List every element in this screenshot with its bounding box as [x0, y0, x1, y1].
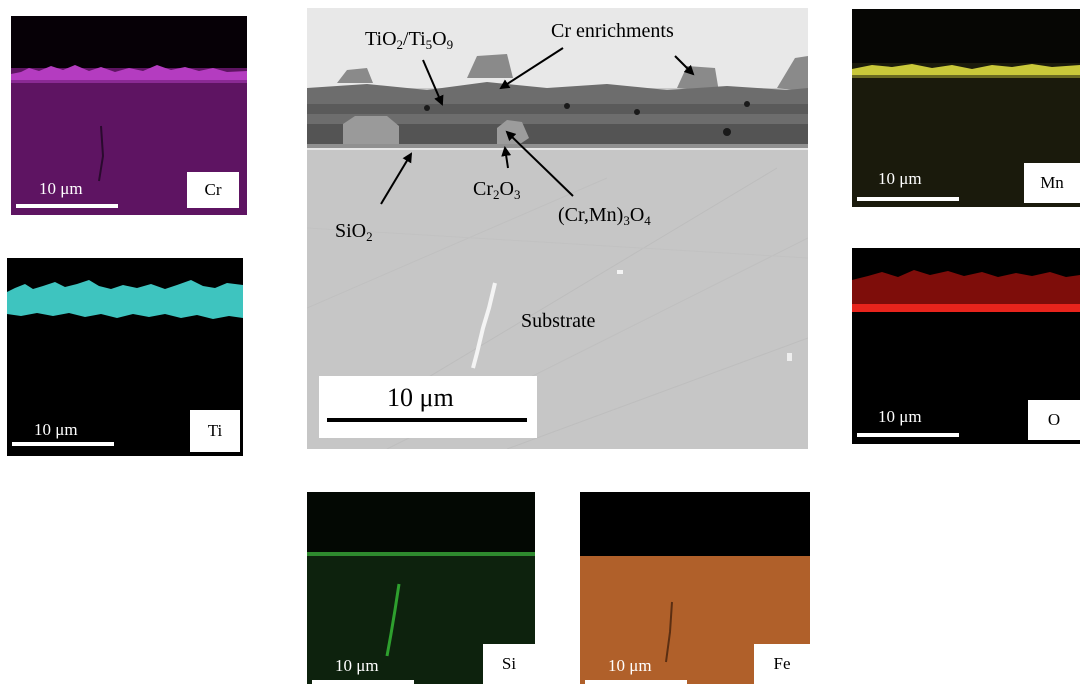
- main-scale-bar-box: [319, 376, 537, 438]
- mn-scale-bar-label: 10 μm: [878, 169, 922, 188]
- main-scale-bar-line: [327, 418, 527, 422]
- mn-map-panel: 10 μm Mn: [852, 9, 1080, 207]
- cr-map-panel: 10 μm Cr: [11, 16, 247, 215]
- label-cr2o3: Cr2O3: [473, 178, 521, 202]
- ti-map-panel: 10 μm Ti: [7, 258, 243, 456]
- mn-scale-bar-line: [857, 197, 959, 201]
- label-sio2: SiO2: [335, 220, 373, 244]
- ti-scale-bar-line: [12, 442, 114, 446]
- label-crmn3o4: (Cr,Mn)3O4: [558, 204, 651, 228]
- mn-element-label: Mn: [1024, 163, 1080, 203]
- arrow-tio2: [422, 59, 444, 106]
- cr-element-label: Cr: [187, 172, 239, 208]
- o-scale-bar-line: [857, 433, 959, 437]
- si-element-label: Si: [483, 644, 535, 684]
- arrow-sio2: [380, 152, 413, 205]
- fe-element-label: Fe: [754, 644, 810, 684]
- arrow-cr-enrichment-1: [499, 47, 564, 90]
- label-tio2-ti5o9: TiO2/Ti5O9: [365, 28, 454, 52]
- si-map-panel: 10 μm Si: [307, 492, 535, 684]
- cr-scale-bar-line: [16, 204, 118, 208]
- o-element-label: O: [1028, 400, 1080, 440]
- o-map-panel: 10 μm O: [852, 248, 1080, 444]
- arrow-cr2o3: [501, 146, 512, 169]
- si-scale-bar-line: [312, 680, 414, 684]
- si-scale-bar-label: 10 μm: [335, 656, 379, 675]
- sem-micrograph-image: [307, 8, 808, 449]
- fe-map-panel: 10 μm Fe: [580, 492, 810, 684]
- label-cr-enrichments: Cr enrichments: [551, 20, 674, 42]
- ti-element-label: Ti: [190, 410, 240, 452]
- annotation-arrows: [380, 47, 695, 205]
- fe-scale-bar-line: [585, 680, 687, 684]
- o-scale-bar-label: 10 μm: [878, 407, 922, 426]
- ti-scale-bar-label: 10 μm: [34, 420, 78, 439]
- arrow-crmn3o4: [505, 130, 574, 197]
- sem-micrograph-panel: 10 μm TiO2/Ti5O9 Cr enrichments SiO2 Cr2…: [307, 8, 808, 449]
- cr-map-image: [11, 16, 247, 215]
- arrow-cr-enrichment-2: [674, 55, 695, 76]
- fe-scale-bar-label: 10 μm: [608, 656, 652, 675]
- cr-scale-bar-label: 10 μm: [39, 179, 83, 198]
- label-substrate: Substrate: [521, 310, 596, 332]
- main-scale-bar-label: 10 μm: [387, 383, 454, 412]
